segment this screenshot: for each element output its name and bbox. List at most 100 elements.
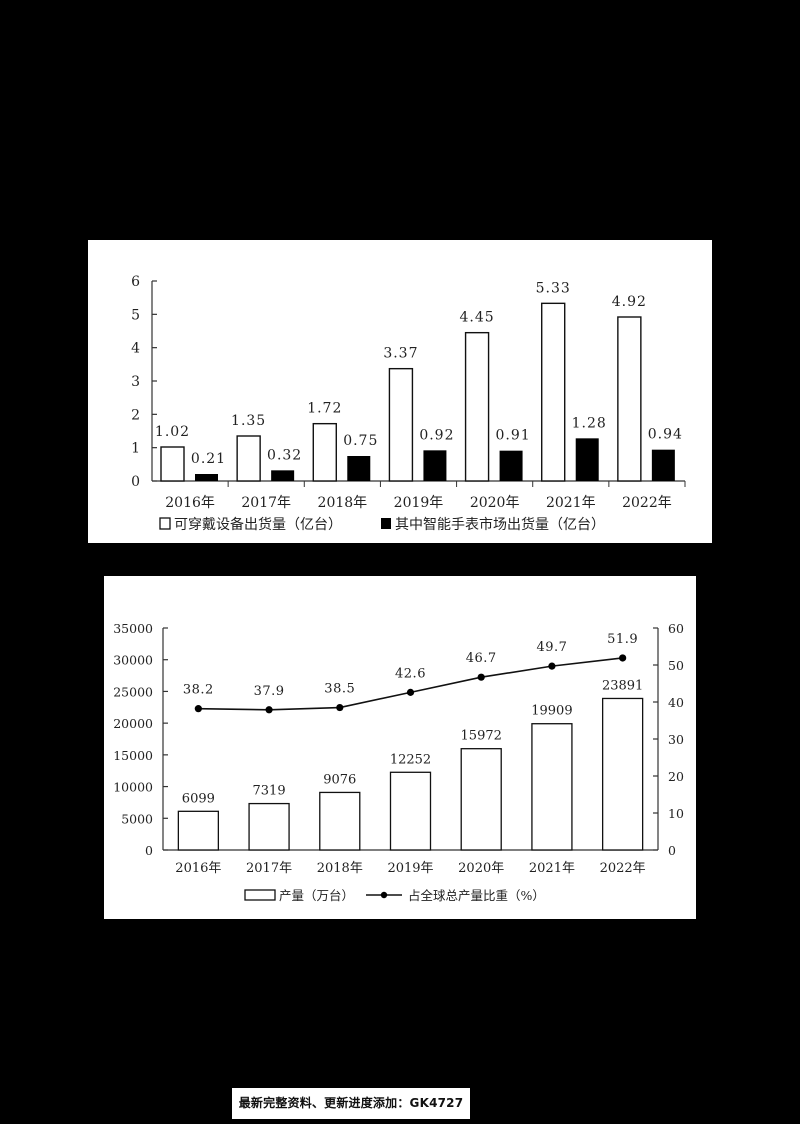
share-point-label: 37.9 <box>254 684 285 699</box>
legend-wearable-label: 可穿戴设备出货量（亿台） <box>174 516 342 533</box>
legend-line-marker-icon <box>380 891 388 899</box>
legend-smartwatch-label: 其中智能手表市场出货量（亿台） <box>395 516 605 533</box>
left-y-tick-label: 35000 <box>113 621 153 636</box>
left-y-tick-label: 10000 <box>113 780 153 795</box>
share-point <box>336 703 344 712</box>
x-tick-label: 2019年 <box>387 861 433 876</box>
bar-smartwatch-label: 0.92 <box>419 427 454 443</box>
legend-filled-swatch-icon <box>381 518 391 529</box>
x-tick-label: 2016年 <box>165 495 215 511</box>
bar-wearable-label: 3.37 <box>383 346 418 362</box>
bar-production <box>319 791 361 851</box>
bar-smartwatch <box>651 449 675 481</box>
bar-smartwatch-label: 0.21 <box>191 451 226 467</box>
x-tick-label: 2020年 <box>458 861 504 876</box>
bar-production-label: 23891 <box>602 678 643 693</box>
x-tick-label: 2016年 <box>175 861 221 876</box>
bar-production <box>460 748 502 851</box>
bar-wearable-label: 4.45 <box>459 310 494 326</box>
y-tick-label: 3 <box>131 374 140 390</box>
bar-production-label: 15972 <box>461 729 502 744</box>
right-y-tick-label: 20 <box>668 769 684 784</box>
share-point <box>406 688 415 696</box>
bar-wearable <box>464 331 490 482</box>
x-tick-label: 2018年 <box>318 495 368 511</box>
share-point-label: 46.7 <box>466 651 497 666</box>
y-tick-label: 0 <box>131 474 140 490</box>
bar-smartwatch-label: 0.94 <box>648 427 683 443</box>
bar-production-label: 12252 <box>390 752 431 767</box>
bar-wearable-label: 4.92 <box>612 294 647 310</box>
share-point <box>194 705 202 713</box>
y-tick-label: 5 <box>131 307 140 323</box>
left-y-tick-label: 0 <box>145 843 153 858</box>
bar-wearable <box>617 316 642 482</box>
share-point-label: 42.6 <box>395 666 426 681</box>
bar-smartwatch <box>499 450 523 481</box>
left-y-tick-label: 25000 <box>113 684 153 699</box>
share-point-label: 51.9 <box>607 632 638 647</box>
bar-wearable <box>388 367 414 482</box>
right-y-tick-label: 60 <box>668 621 684 636</box>
bar-smartwatch-label: 0.75 <box>343 433 378 449</box>
right-y-tick-label: 50 <box>668 658 684 673</box>
share-point-label: 49.7 <box>536 640 567 655</box>
bar-smartwatch <box>271 470 295 481</box>
bar-wearable-label: 5.33 <box>536 280 571 296</box>
bar-smartwatch <box>423 450 447 481</box>
footer-banner: 最新完整资料、更新进度添加：GK4727 <box>232 1088 470 1119</box>
x-tick-label: 2017年 <box>246 861 292 876</box>
y-tick-label: 4 <box>131 341 140 357</box>
bar-wearable <box>236 435 261 482</box>
bar-production-label: 6099 <box>182 791 215 806</box>
bar-smartwatch-label: 0.32 <box>267 447 302 463</box>
share-point <box>548 662 556 670</box>
share-point <box>619 654 627 662</box>
x-tick-label: 2017年 <box>241 495 291 511</box>
bar-wearable <box>312 422 337 482</box>
bar-production <box>601 697 644 851</box>
bar-production-label: 19909 <box>531 704 572 719</box>
bar-production-label: 7319 <box>253 784 286 799</box>
bar-smartwatch <box>195 474 218 481</box>
legend-hollow-swatch-icon <box>159 517 171 530</box>
bar-production-label: 9076 <box>323 772 356 787</box>
left-y-tick-label: 5000 <box>121 811 153 826</box>
x-tick-label: 2021年 <box>546 495 596 511</box>
bar-wearable-label: 1.35 <box>231 413 266 429</box>
bar-smartwatch-label: 1.28 <box>572 415 607 431</box>
left-y-tick-label: 15000 <box>113 748 153 763</box>
bar-production <box>389 771 432 851</box>
legend-share-label: 占全球总产量比重（%） <box>408 888 545 903</box>
share-point <box>477 673 485 681</box>
y-tick-label: 2 <box>131 407 140 423</box>
chart1-canvas: 0 1 2 3 4 5 6 2016年 1.020.21 2017年 1.35 0.32 2018年 1.… <box>131 274 686 533</box>
bar-smartwatch <box>575 438 599 481</box>
right-y-tick-label: 30 <box>668 732 684 747</box>
y-tick-label: 6 <box>131 274 140 290</box>
bar-wearable-label: 1.02 <box>155 424 190 440</box>
right-y-tick-label: 0 <box>668 843 676 858</box>
chart2-canvas: 0 5000 10000 15000 20000 25000 30000 35000 0 10 20… <box>113 621 684 903</box>
x-tick-label: 2022年 <box>622 495 672 511</box>
bar-wearable <box>541 302 566 482</box>
left-y-tick-label: 20000 <box>113 716 153 731</box>
share-point <box>265 706 273 714</box>
production-share-chart: 0 5000 10000 15000 20000 25000 30000 35000 0 10 20… <box>104 576 696 919</box>
legend-production-label: 产量（万台） <box>279 888 354 903</box>
bar-smartwatch-label: 0.91 <box>495 428 530 444</box>
share-point-label: 38.5 <box>324 682 355 697</box>
bar-smartwatch <box>347 456 371 481</box>
bar-production <box>248 802 290 851</box>
y-tick-label: 1 <box>131 441 140 457</box>
x-tick-label: 2020年 <box>470 495 520 511</box>
x-tick-label: 2021年 <box>529 861 575 876</box>
right-y-tick-label: 40 <box>668 695 684 710</box>
wearable-shipments-chart: 0 1 2 3 4 5 6 2016年 1.02 0.21 2017年 1.35 0.32 2018年 1.… <box>88 240 712 543</box>
x-tick-label: 2018年 <box>317 861 363 876</box>
bar-production <box>531 723 573 851</box>
bar-wearable <box>160 446 185 482</box>
legend-bar-swatch-icon <box>244 889 276 901</box>
bar-wearable-label: 1.72 <box>307 401 342 417</box>
right-y-tick-label: 10 <box>668 806 684 821</box>
